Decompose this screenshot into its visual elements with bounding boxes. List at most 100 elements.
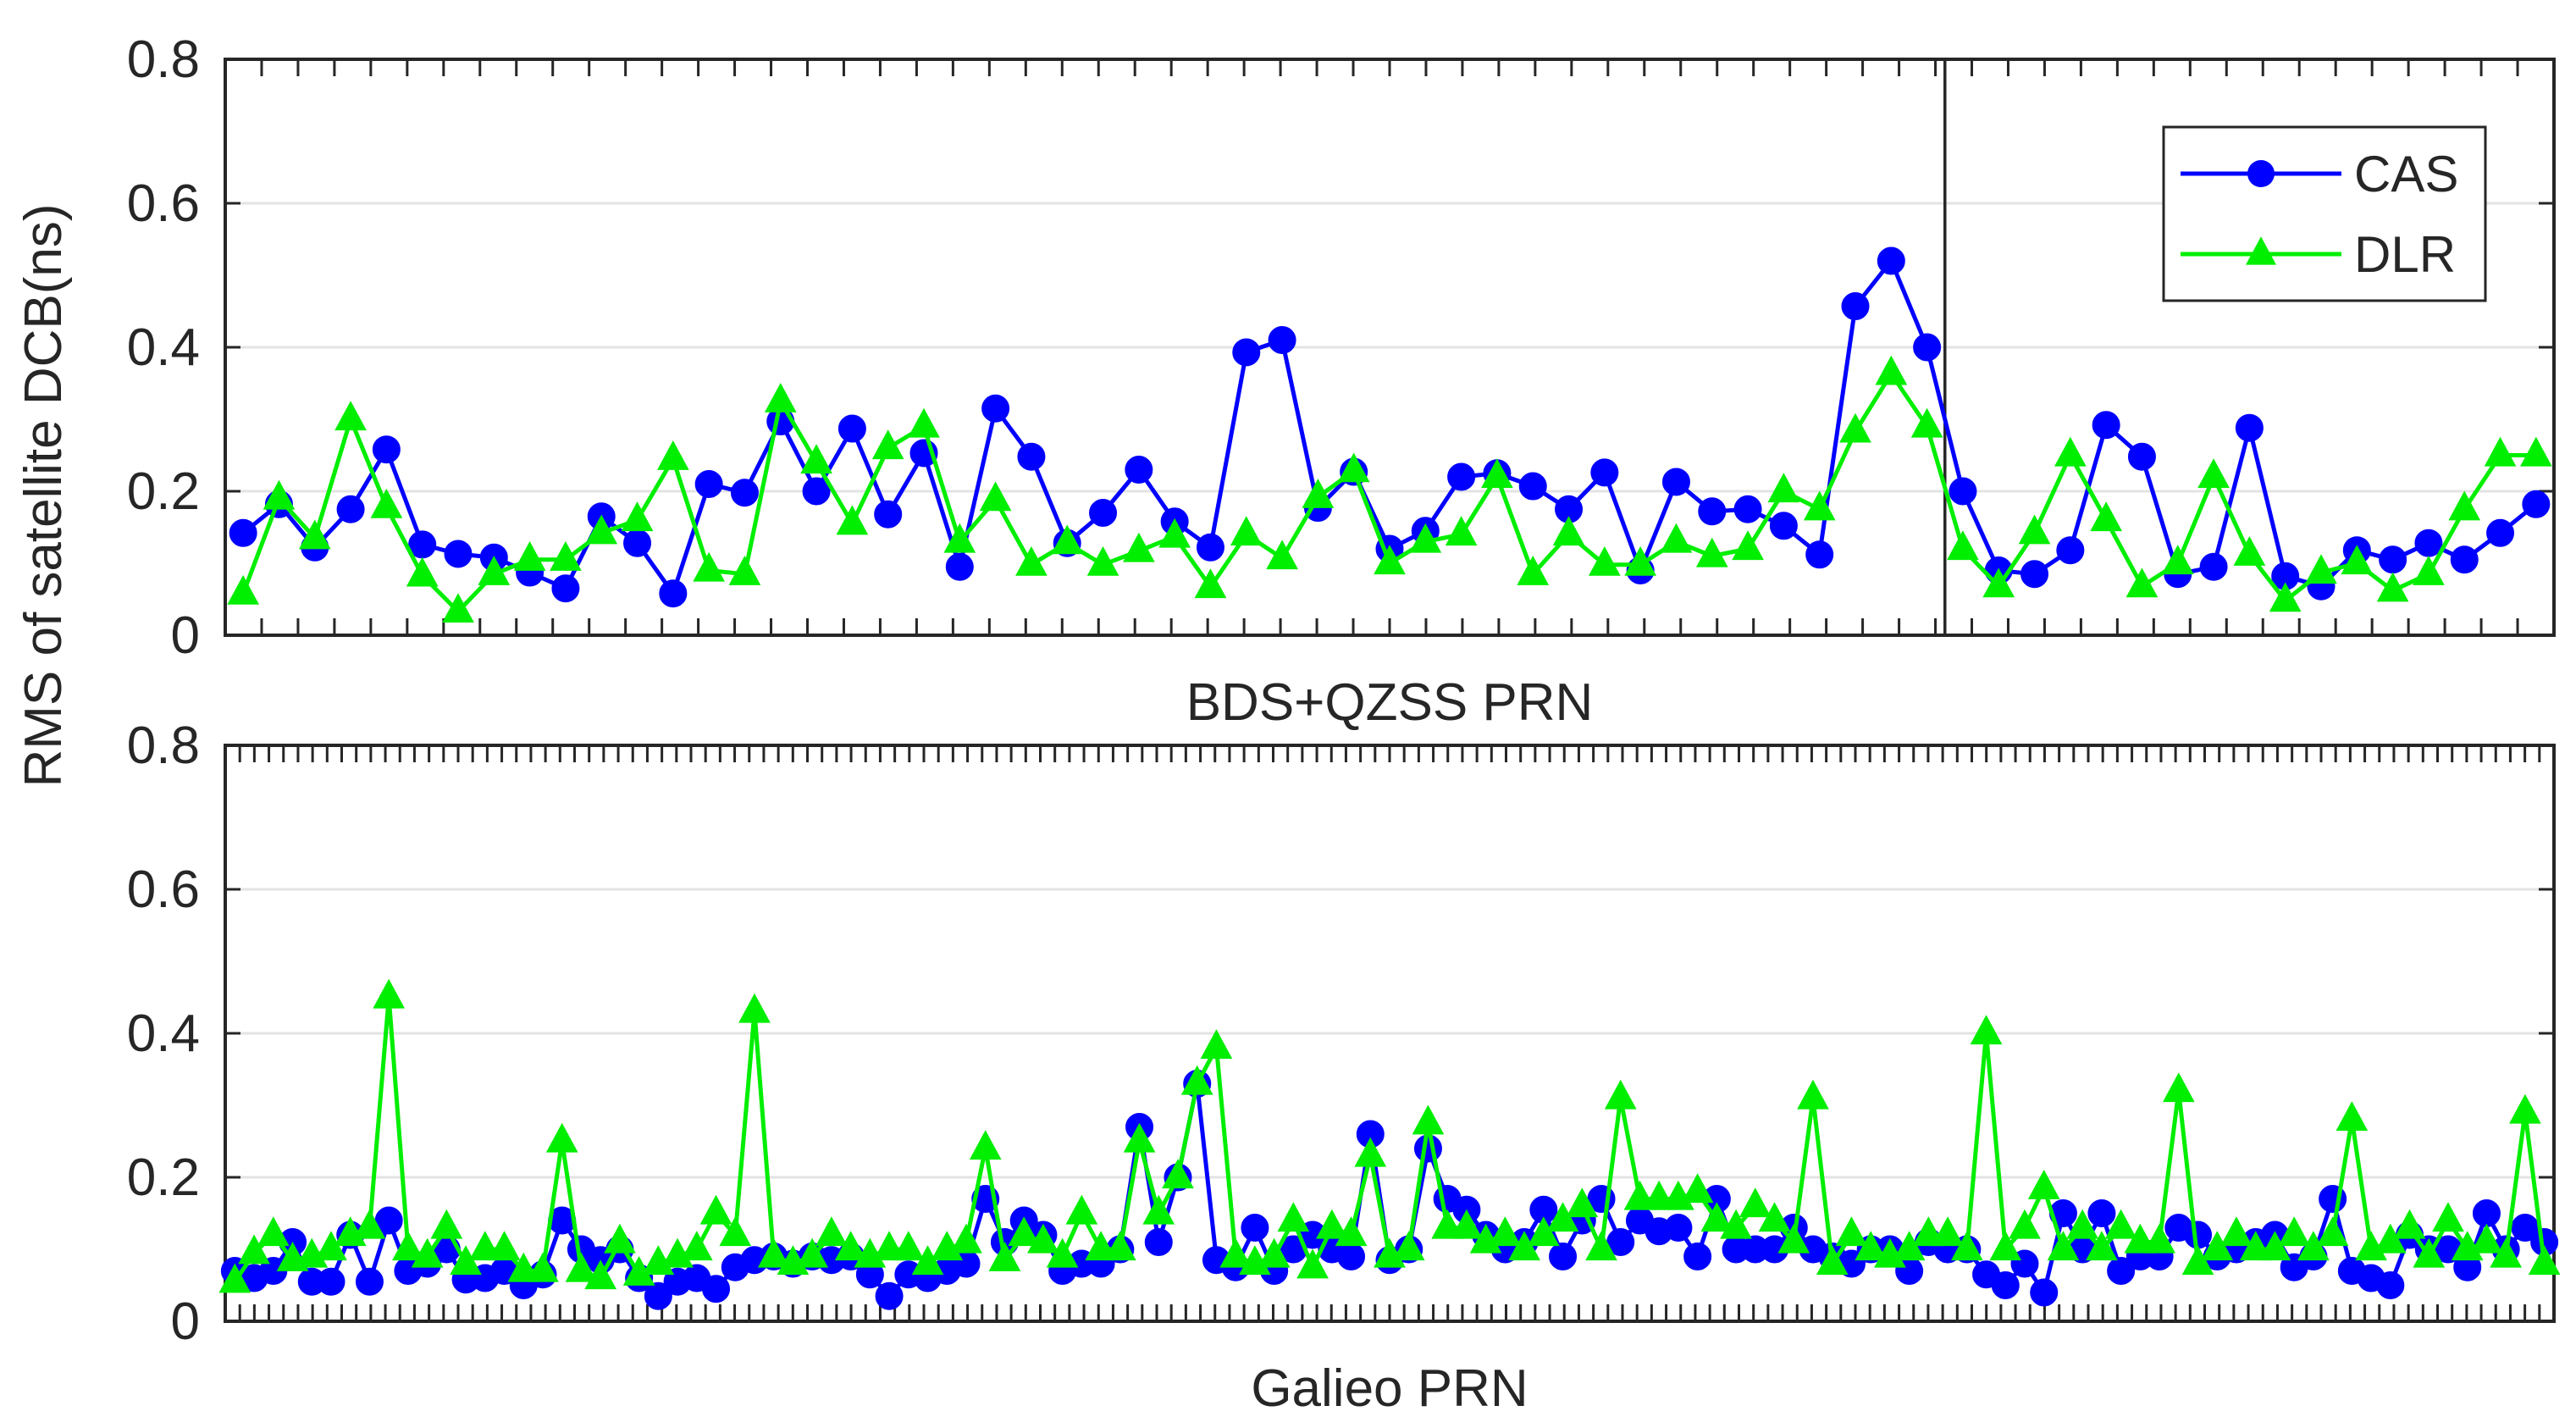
x-axis-label: BDS+QZSS PRN [1186,673,1594,732]
data-point-dlr [2018,514,2051,545]
data-point-cas [2450,545,2479,574]
data-point-dlr [2027,1169,2060,1199]
y-axis-label: RMS of satellite DCB(ns) [14,203,73,787]
data-point-dlr [1797,1079,1829,1110]
data-point-dlr [728,555,761,585]
data-point-dlr [1258,1237,1291,1268]
data-point-dlr [2197,458,2230,489]
data-point-dlr [1732,530,1764,561]
bottom-panel-galileo: 0 0.2 0.4 0.6 0.8 Galieo PRN [127,717,2561,1418]
data-point-dlr [2413,555,2445,585]
data-point-dlr [2520,436,2552,467]
data-point-cas [2030,1278,2059,1307]
data-point-dlr [1051,524,1084,555]
x-axis-label: Galieo PRN [1251,1359,1528,1418]
data-point-dlr [585,514,618,545]
data-point-dlr [218,1263,252,1293]
y-tick-label: 0.4 [127,318,200,377]
data-point-dlr [527,1252,559,1282]
data-point-dlr [1855,1231,1888,1261]
data-point-dlr [1409,523,1442,553]
data-point-dlr [1970,1015,2003,1045]
data-point-dlr [1489,1216,1522,1247]
data-point-cas [1196,533,1224,562]
data-point-dlr [836,505,869,535]
data-point-dlr [1123,532,1155,562]
data-point-cas [1125,456,1153,484]
data-point-cas [1144,1228,1173,1256]
data-point-cas [1447,462,1476,491]
data-point-dlr [263,479,296,510]
data-point-dlr [2047,1231,2080,1261]
data-point-dlr [1123,1122,1156,1153]
data-point-cas [694,470,723,498]
data-point-dlr [908,407,940,438]
data-point-dlr [1103,1231,1136,1261]
data-point-dlr [1230,516,1263,546]
data-point-cas [551,574,580,603]
data-point-dlr [719,1216,752,1247]
data-point-dlr [1315,1209,1348,1239]
data-point-dlr [550,540,582,571]
data-point-dlr [1266,540,1298,570]
data-point-dlr [1015,545,1048,576]
data-point-dlr [657,440,689,470]
data-point-dlr [757,1237,790,1268]
data-point-dlr [1517,555,1550,585]
data-point-cas [1241,1214,1269,1242]
data-point-dlr [1589,545,1621,576]
data-point-dlr [1910,407,1943,438]
data-point-dlr [1219,1237,1252,1268]
y-tick-label: 0.2 [127,462,200,521]
data-point-cas [1949,477,1977,506]
data-point-dlr [334,401,367,431]
y-tick-label: 0.4 [127,1005,200,1063]
data-point-dlr [800,444,832,474]
data-point-dlr [1835,1216,1868,1247]
data-point-dlr [2125,567,2159,598]
data-point-cas [2522,490,2551,518]
y-tick-label: 0.8 [127,30,200,89]
data-point-cas [623,529,652,557]
data-point-dlr [1296,1248,1329,1279]
data-point-dlr [1065,1194,1098,1225]
data-point-dlr [1200,1029,1233,1060]
data-point-dlr [2484,436,2517,467]
data-point-dlr [2161,545,2194,575]
axes-box [224,58,2556,637]
data-point-dlr [1681,1173,1714,1204]
data-point-cas [1664,1214,1693,1242]
data-point-dlr [2220,1216,2253,1247]
data-point-dlr [604,1223,636,1254]
data-point-dlr [943,523,976,553]
data-point-cas [659,579,688,608]
data-point-dlr [238,1234,270,1265]
data-point-cas [1017,442,1046,471]
data-point-dlr [1337,452,1370,483]
data-point-dlr [1194,568,1227,599]
data-point-dlr [478,555,511,585]
data-point-dlr [1739,1187,1772,1218]
data-point-cas [2048,1199,2077,1227]
data-point-cas [2056,536,2085,565]
data-point-dlr [988,1241,1021,1271]
data-point-dlr [2509,1093,2541,1124]
data-point-dlr [1142,1194,1175,1225]
data-point-dlr [2490,1237,2523,1268]
data-point-cas [1683,1243,1712,1270]
data-point-cas [317,1267,345,1296]
legend: CAS DLR [2162,125,2487,302]
data-point-dlr [1008,1216,1041,1247]
data-point-cas [644,1281,672,1310]
data-point-dlr [1445,516,1478,546]
data-point-dlr [2278,1216,2311,1247]
data-point-cas [229,518,257,547]
legend-label-dlr: DLR [2354,226,2456,283]
y-tick-label: 0.2 [127,1148,200,1207]
data-point-dlr [1839,412,1871,443]
data-point-cas [945,552,974,581]
data-point-dlr [298,519,331,550]
data-point-dlr [392,1231,424,1261]
y-tick-label: 0 [171,1292,200,1351]
